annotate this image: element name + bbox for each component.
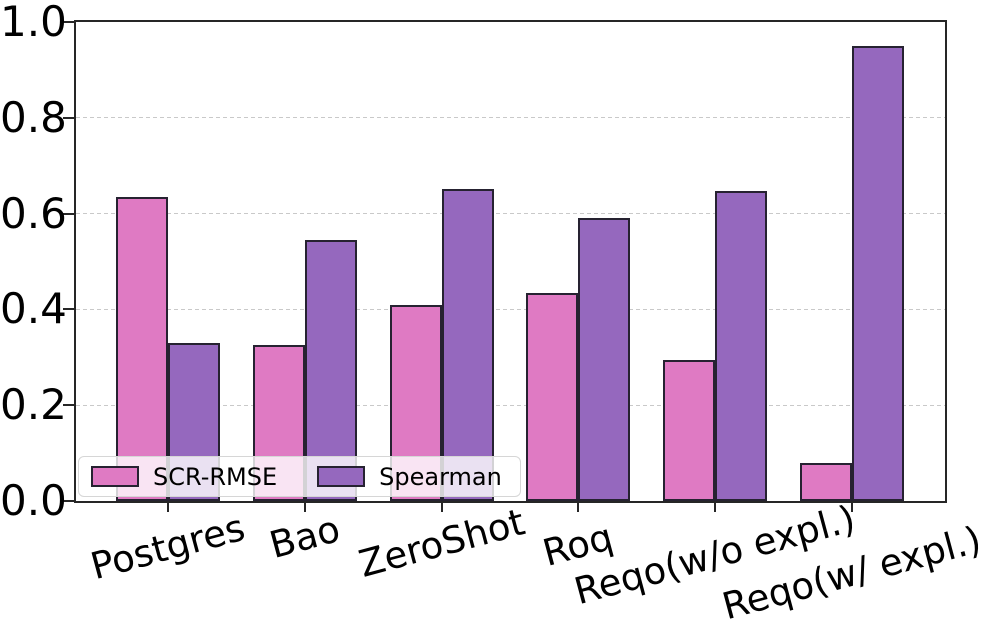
y-tick-mark-0.4 [63, 308, 74, 311]
legend-entry-scr-rmse: SCR-RMSE [91, 463, 277, 491]
y-tick-label-0.4: 0.4 [0, 284, 67, 334]
bar-roq-spearman [578, 218, 631, 501]
x-tick-mark-reqo-w-expl [851, 503, 853, 512]
x-tick-label-bao: Bao [264, 507, 345, 568]
legend-label-scr-rmse: SCR-RMSE [153, 462, 278, 491]
gridline-0.8 [76, 117, 945, 119]
plot-inner [76, 22, 945, 501]
x-tick-mark-postgres [167, 503, 169, 512]
y-tick-label-0.2: 0.2 [0, 380, 67, 430]
x-tick-mark-roq [577, 503, 580, 512]
legend-label-spearman: Spearman [379, 462, 502, 491]
gridline-0.6 [76, 213, 945, 215]
legend: SCR-RMSE Spearman [78, 456, 521, 497]
x-tick-mark-bao [303, 503, 306, 512]
y-tick-label-1.0: 1.0 [0, 0, 67, 46]
legend-entry-spearman: Spearman [317, 463, 502, 491]
x-tick-mark-reqo-w-o-expl [714, 503, 717, 512]
y-tick-mark-0.6 [63, 212, 74, 215]
y-tick-mark-0.2 [63, 404, 74, 407]
y-tick-mark-0.0 [63, 500, 74, 502]
x-tick-label-postgres: Postgres [86, 505, 250, 589]
y-tick-mark-1.0 [63, 21, 74, 23]
bar-zeroshot-spearman [441, 189, 494, 501]
gridline-0.2 [76, 404, 945, 406]
bar-postgres-scr-rmse [116, 197, 168, 501]
bar-reqo-w-o-expl-spearman [715, 191, 768, 501]
y-tick-label-0.6: 0.6 [0, 188, 67, 238]
bar-reqo-w-expl-scr-rmse [800, 463, 852, 501]
x-tick-mark-zeroshot [440, 503, 443, 512]
y-tick-label-0.0: 0.0 [0, 476, 67, 525]
x-tick-label-zeroshot: ZeroShot [354, 500, 529, 586]
bar-reqo-w-expl-spearman [852, 46, 904, 501]
plot-area [74, 20, 947, 503]
legend-swatch-scr-rmse [91, 466, 139, 487]
y-tick-mark-0.8 [63, 116, 74, 119]
bar-roq-scr-rmse [526, 293, 579, 501]
gridline-0.4 [76, 308, 945, 310]
legend-swatch-spearman [317, 466, 366, 487]
y-tick-label-0.8: 0.8 [0, 92, 67, 142]
bar-reqo-w-o-expl-scr-rmse [663, 360, 716, 501]
